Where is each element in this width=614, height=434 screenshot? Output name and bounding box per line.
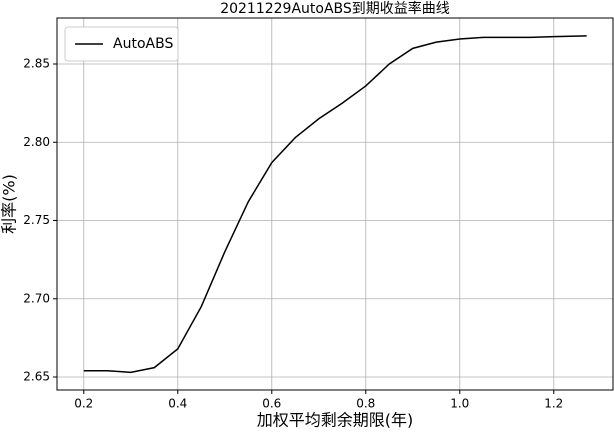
x-tick-label: 1.2	[544, 397, 563, 411]
y-tick-label: 2.80	[23, 135, 50, 149]
chart-title: 20211229AutoABS到期收益率曲线	[220, 0, 450, 17]
plot-frame	[56, 17, 614, 391]
line-series	[83, 35, 587, 374]
x-tick-label: 0.4	[168, 397, 187, 411]
x-axis-label: 加权平均剩余期限(年)	[257, 411, 414, 430]
legend-box	[64, 26, 179, 62]
y-tick-label: 2.65	[23, 370, 50, 384]
x-tick-label: 0.8	[356, 397, 375, 411]
x-tick-label: 0.2	[74, 397, 93, 411]
x-tick-label: 0.6	[262, 397, 281, 411]
y-tick-label: 2.70	[23, 291, 50, 305]
y-axis-label: 利率(%)	[0, 174, 19, 234]
y-tick-label: 2.75	[23, 213, 50, 227]
x-tick-label: 1.0	[450, 397, 469, 411]
legend-label: AutoABS	[113, 36, 173, 52]
y-tick-label: 2.85	[23, 57, 50, 71]
